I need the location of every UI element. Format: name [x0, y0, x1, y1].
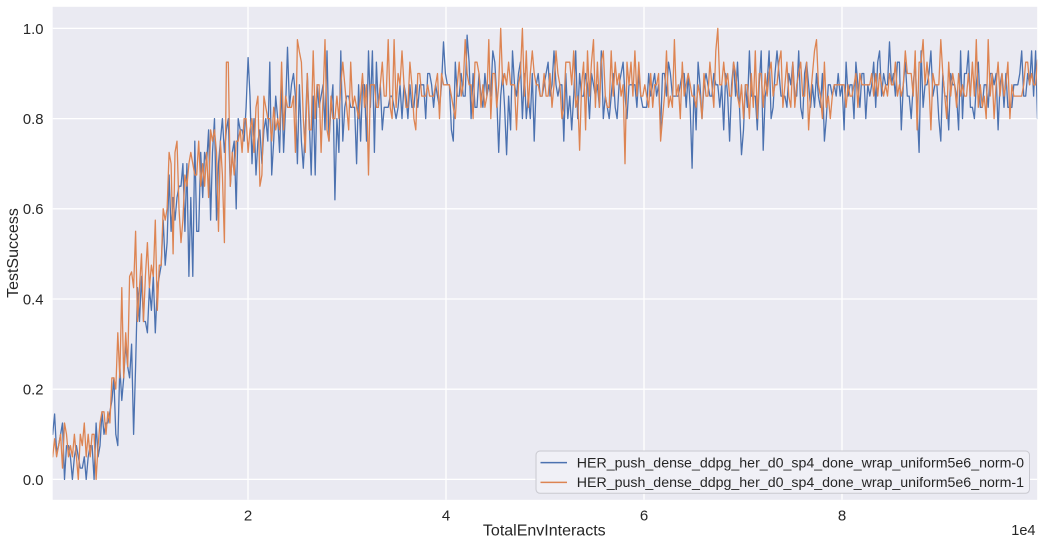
svg-text:1.0: 1.0: [23, 22, 44, 38]
svg-text:6: 6: [640, 507, 648, 524]
svg-text:0.6: 0.6: [23, 202, 44, 218]
svg-text:HER_push_dense_ddpg_her_d0_sp4: HER_push_dense_ddpg_her_d0_sp4_done_wrap…: [577, 475, 1024, 491]
svg-text:0.2: 0.2: [23, 383, 44, 399]
svg-text:HER_push_dense_ddpg_her_d0_sp4: HER_push_dense_ddpg_her_d0_sp4_done_wrap…: [577, 455, 1024, 471]
svg-text:8: 8: [838, 507, 846, 524]
svg-text:0.0: 0.0: [23, 473, 44, 489]
svg-text:TotalEnvInteracts: TotalEnvInteracts: [483, 523, 606, 540]
svg-text:2: 2: [244, 507, 252, 524]
svg-text:1e4: 1e4: [1011, 523, 1035, 539]
svg-text:0.8: 0.8: [23, 112, 44, 128]
svg-text:4: 4: [442, 507, 450, 524]
svg-text:TestSuccess: TestSuccess: [5, 208, 22, 298]
svg-text:0.4: 0.4: [23, 292, 44, 308]
